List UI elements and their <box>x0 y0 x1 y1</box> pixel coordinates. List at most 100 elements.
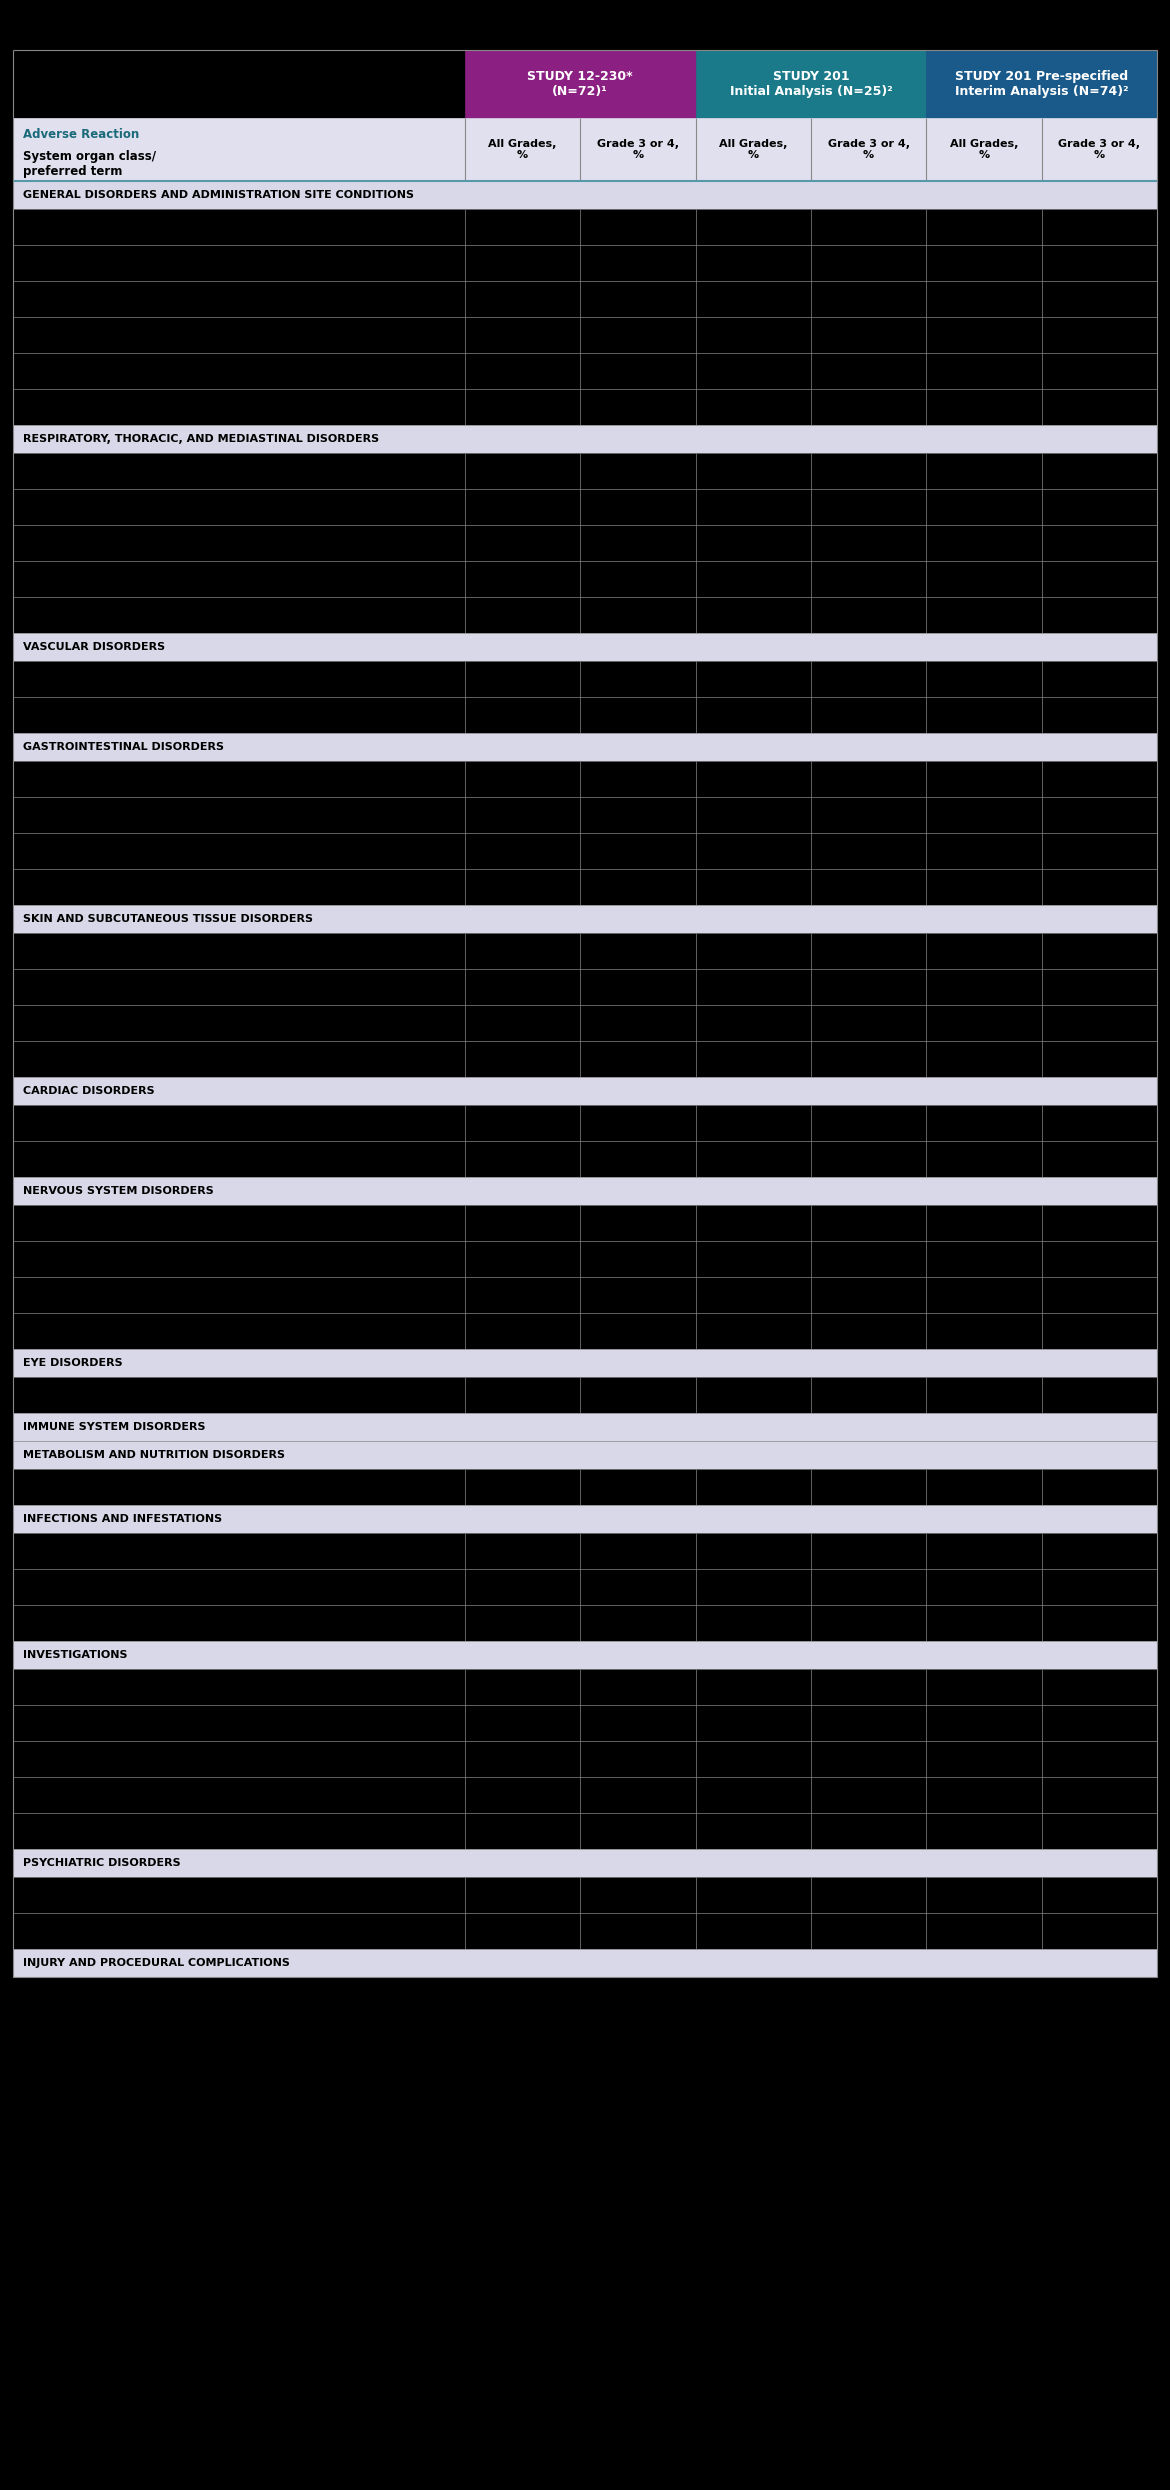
Bar <box>696 354 811 388</box>
Bar <box>927 1205 1041 1240</box>
Bar <box>464 660 580 697</box>
Bar <box>13 1078 1157 1106</box>
Bar <box>13 1569 464 1606</box>
Text: SKIN AND SUBCUTANEOUS TISSUE DISORDERS: SKIN AND SUBCUTANEOUS TISSUE DISORDERS <box>23 914 314 924</box>
Bar <box>464 834 580 869</box>
Bar <box>927 1706 1041 1741</box>
Bar <box>580 1041 696 1078</box>
Text: All Grades,
%: All Grades, % <box>488 139 557 159</box>
Bar <box>811 1741 927 1778</box>
Bar <box>1041 1277 1157 1312</box>
Bar <box>13 488 464 525</box>
Bar <box>696 1606 811 1641</box>
Bar <box>13 904 1157 934</box>
Bar <box>811 869 927 904</box>
Bar <box>811 1377 927 1412</box>
Bar <box>464 488 580 525</box>
Bar <box>811 797 927 834</box>
Bar <box>811 598 927 632</box>
Bar <box>464 1606 580 1641</box>
Bar <box>811 1240 927 1277</box>
Bar <box>13 762 464 797</box>
Bar <box>927 969 1041 1006</box>
Bar <box>13 1140 464 1178</box>
Bar <box>811 934 927 969</box>
Bar <box>464 1469 580 1504</box>
Bar <box>464 869 580 904</box>
Bar <box>927 453 1041 488</box>
Bar <box>464 1240 580 1277</box>
Bar <box>13 1240 464 1277</box>
Bar <box>696 1877 811 1912</box>
Bar <box>696 1377 811 1412</box>
Bar <box>1041 1312 1157 1350</box>
Bar <box>811 316 927 354</box>
Bar <box>927 117 1041 182</box>
Bar <box>13 1277 464 1312</box>
Bar <box>927 1606 1041 1641</box>
Bar <box>927 834 1041 869</box>
Bar <box>696 1668 811 1706</box>
Bar <box>811 762 927 797</box>
Bar <box>696 934 811 969</box>
Bar <box>13 525 464 560</box>
Bar <box>696 697 811 732</box>
Bar <box>580 1205 696 1240</box>
Bar <box>696 1778 811 1813</box>
Bar <box>811 488 927 525</box>
Bar <box>13 969 464 1006</box>
Bar <box>927 1741 1041 1778</box>
Bar <box>464 1813 580 1850</box>
Bar <box>1041 1668 1157 1706</box>
Bar <box>464 354 580 388</box>
Bar <box>696 869 811 904</box>
Bar <box>927 1534 1041 1569</box>
Bar <box>580 354 696 388</box>
Text: Adverse Reaction: Adverse Reaction <box>23 127 139 142</box>
Bar <box>1041 1041 1157 1078</box>
Bar <box>696 1205 811 1240</box>
Bar <box>13 182 1157 209</box>
Bar <box>811 560 927 598</box>
Bar <box>1041 1778 1157 1813</box>
Bar <box>927 1041 1041 1078</box>
Bar <box>811 281 927 316</box>
Bar <box>1041 1606 1157 1641</box>
Bar <box>696 244 811 281</box>
Bar <box>811 1312 927 1350</box>
Text: INVESTIGATIONS: INVESTIGATIONS <box>23 1651 128 1661</box>
Bar <box>13 209 464 244</box>
Text: INFECTIONS AND INFESTATIONS: INFECTIONS AND INFESTATIONS <box>23 1514 222 1524</box>
Bar <box>464 1534 580 1569</box>
Bar <box>464 1006 580 1041</box>
Bar <box>1041 1813 1157 1850</box>
Bar <box>580 1668 696 1706</box>
Bar <box>811 1668 927 1706</box>
Bar <box>464 762 580 797</box>
Bar <box>464 388 580 426</box>
Bar <box>696 525 811 560</box>
Bar <box>927 1277 1041 1312</box>
Bar <box>1041 934 1157 969</box>
Bar <box>580 388 696 426</box>
Bar <box>580 117 696 182</box>
Bar <box>927 1006 1041 1041</box>
Bar <box>13 1850 1157 1877</box>
Bar <box>13 117 464 182</box>
Bar <box>13 660 464 697</box>
Bar <box>927 1813 1041 1850</box>
Bar <box>580 1140 696 1178</box>
Bar <box>927 598 1041 632</box>
Bar <box>811 244 927 281</box>
Bar <box>696 1912 811 1950</box>
Bar <box>811 117 927 182</box>
Bar <box>811 1813 927 1850</box>
Bar <box>696 1312 811 1350</box>
Bar <box>696 1140 811 1178</box>
Bar <box>696 117 811 182</box>
Bar <box>696 834 811 869</box>
Bar <box>696 560 811 598</box>
Bar <box>13 1178 1157 1205</box>
Bar <box>927 354 1041 388</box>
Bar <box>1041 598 1157 632</box>
